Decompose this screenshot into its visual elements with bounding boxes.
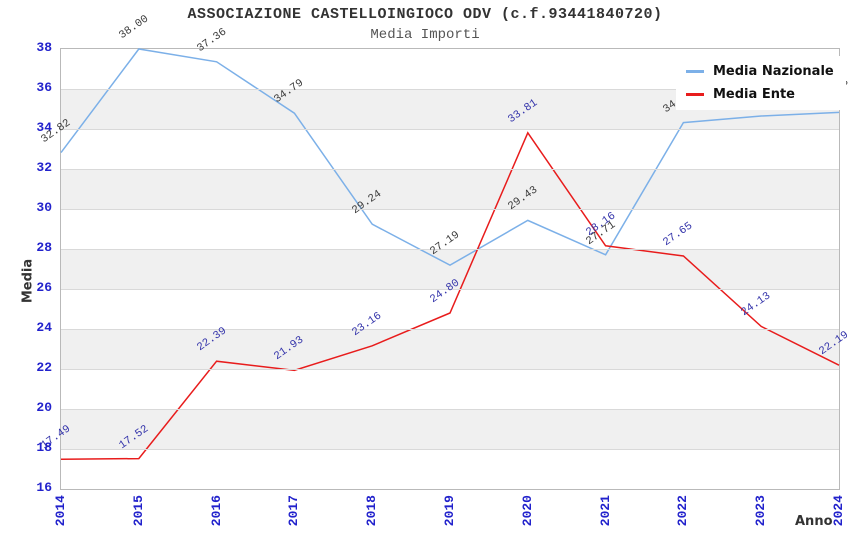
plot-area [60, 48, 840, 490]
gridline [61, 449, 839, 450]
gridline [61, 249, 839, 250]
gridline [61, 369, 839, 370]
y-tick-label: 18 [36, 440, 52, 455]
y-tick-label: 16 [36, 480, 52, 495]
x-tick-label: 2017 [286, 495, 302, 527]
series-lines-svg [60, 48, 840, 460]
legend-item-media-ente: Media Ente [686, 87, 834, 102]
legend-label: Media Ente [713, 87, 795, 102]
y-tick-label: 30 [36, 200, 52, 215]
x-tick-label: 2018 [364, 495, 380, 527]
chart-title: ASSOCIAZIONE CASTELLOINGIOCO ODV (c.f.93… [187, 6, 663, 23]
y-tick-label: 34 [36, 120, 52, 135]
x-tick-label: 2020 [519, 495, 535, 527]
gridline [61, 289, 839, 290]
y-tick-label: 32 [36, 160, 52, 175]
gridline [61, 89, 839, 90]
x-tick-label: 2021 [597, 495, 613, 527]
y-tick-label: 28 [36, 240, 52, 255]
x-tick-label: 2014 [53, 495, 68, 527]
legend-label: Media Nazionale [713, 64, 834, 79]
y-tick-label: 26 [36, 280, 52, 295]
series-line-media-nazionale [60, 48, 840, 267]
y-tick-label: 24 [36, 320, 52, 335]
gridline [61, 329, 839, 330]
gridline [61, 409, 839, 410]
x-tick-label: 2024 [831, 495, 846, 527]
legend-line-marker [686, 93, 704, 96]
gridline [61, 169, 839, 170]
y-tick-label: 22 [36, 360, 52, 375]
x-tick-label: 2016 [208, 495, 224, 527]
x-tick-label: 2023 [753, 495, 769, 527]
x-tick-label: 2022 [675, 495, 691, 527]
y-tick-label: 36 [36, 80, 52, 95]
x-axis-title: Anno [795, 514, 833, 529]
series-line-media-ente [60, 131, 840, 460]
gridline [61, 129, 839, 130]
legend-line-marker [686, 70, 704, 73]
gridline [61, 209, 839, 210]
x-tick-label: 2019 [442, 495, 457, 527]
y-tick-label: 38 [36, 40, 52, 55]
chart-subtitle: Media Importi [370, 27, 480, 43]
x-tick-label: 2015 [130, 495, 146, 527]
legend: Media Nazionale Media Ente [676, 56, 846, 110]
y-tick-label: 20 [36, 400, 52, 415]
legend-item-media-nazionale: Media Nazionale [686, 64, 834, 79]
